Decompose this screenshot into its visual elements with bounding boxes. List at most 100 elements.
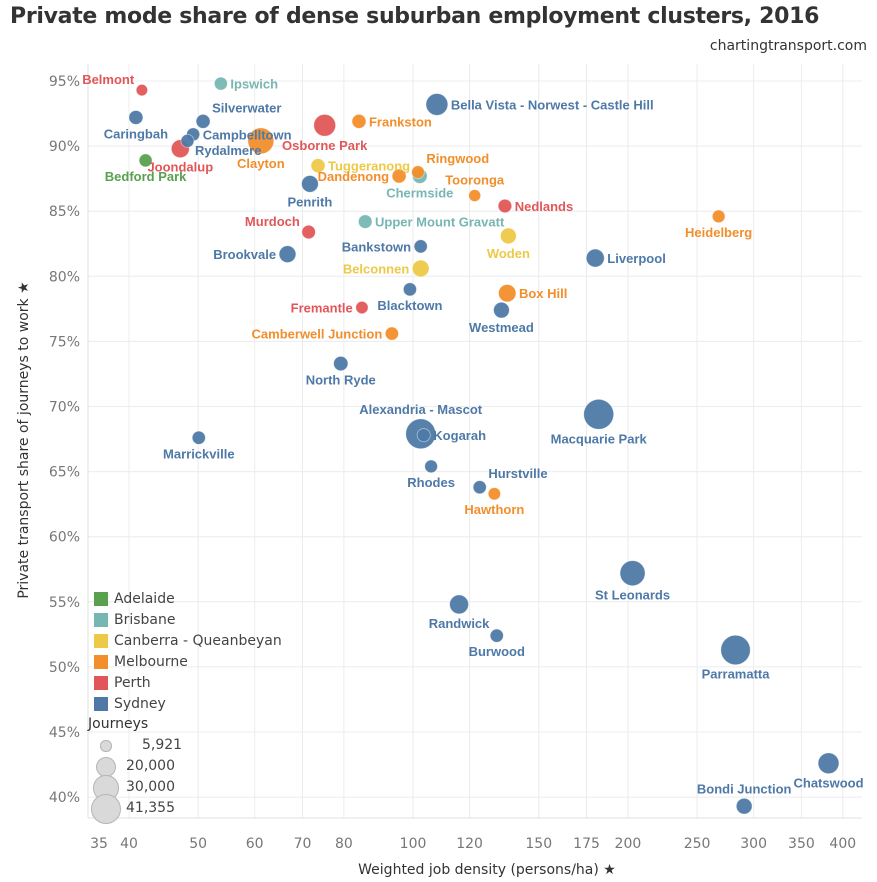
data-point-rydalmere[interactable]: Rydalmere	[180, 133, 195, 148]
y-tick-label: 55%	[49, 595, 80, 611]
data-label: Brookvale	[213, 247, 276, 262]
data-label: Hawthorn	[464, 502, 524, 517]
data-point-bankstown[interactable]: Bankstown	[413, 239, 428, 254]
data-point-macquarie-park[interactable]: Macquarie Park	[583, 398, 615, 430]
y-tick-label: 95%	[49, 74, 80, 90]
data-point-murdoch[interactable]: Murdoch	[301, 224, 316, 240]
legend-item-sydney[interactable]: Sydney	[94, 693, 282, 714]
data-point-osborne-park[interactable]: Osborne Park	[313, 113, 337, 137]
data-points: Macquarie Park Alexandria - Mascot Parrama…	[128, 76, 840, 815]
legend-item-brisbane[interactable]: Brisbane	[94, 609, 282, 630]
data-point-belmont[interactable]: Belmont	[135, 84, 149, 97]
legend-swatch	[94, 675, 108, 690]
y-axis-ticks: 40% 45% 50% 55% 60% 65% 70% 75% 80% 85% 90% 95%	[49, 74, 80, 806]
color-legend: Adelaide Brisbane Canberra - Queanbeyan Mel…	[94, 588, 282, 714]
data-point-brookvale[interactable]: Brookvale	[278, 245, 297, 263]
data-label: Rydalmere	[195, 143, 261, 158]
data-point-hurstville[interactable]: Hurstville	[472, 480, 487, 495]
data-point-box-hill[interactable]: Box Hill	[498, 284, 517, 303]
x-tick-label: 50	[189, 836, 207, 852]
legend-item-canberra-queanbeyan[interactable]: Canberra - Queanbeyan	[94, 630, 282, 651]
data-point-heidelberg[interactable]: Heidelberg	[711, 209, 726, 224]
y-tick-label: 70%	[49, 400, 80, 416]
data-point-chatswood[interactable]: Chatswood	[817, 752, 840, 775]
data-point-camberwell-junction[interactable]: Camberwell Junction	[384, 326, 399, 341]
data-point-frankston[interactable]: Frankston	[351, 113, 367, 129]
data-point-belconnen[interactable]: Belconnen	[411, 259, 430, 278]
data-label: Rhodes	[407, 475, 455, 490]
data-point-kogarah[interactable]: Kogarah	[416, 428, 431, 443]
data-point-randwick[interactable]: Randwick	[449, 594, 469, 615]
y-tick-label: 75%	[49, 334, 80, 350]
data-point-bondi-junction[interactable]: Bondi Junction	[735, 797, 753, 815]
data-point-ipswich[interactable]: Ipswich	[213, 76, 228, 91]
data-label: Ipswich	[230, 77, 278, 92]
y-tick-label: 90%	[49, 139, 80, 155]
y-tick-label: 85%	[49, 204, 80, 220]
data-label: Penrith	[288, 194, 333, 209]
data-label: Fremantle	[291, 301, 353, 316]
data-point-tuggeranong[interactable]: Tuggeranong	[310, 158, 326, 174]
x-tick-label: 100	[400, 836, 427, 852]
legend-label: Canberra - Queanbeyan	[114, 632, 282, 649]
legend-item-adelaide[interactable]: Adelaide	[94, 588, 282, 609]
legend-label: Brisbane	[114, 611, 176, 628]
data-point-upper-mount-gravatt[interactable]: Upper Mount Gravatt	[358, 214, 373, 229]
data-label: Frankston	[369, 114, 432, 129]
data-point-silverwater[interactable]: Silverwater	[195, 113, 211, 129]
x-tick-label: 175	[573, 836, 600, 852]
data-label: Belconnen	[343, 261, 410, 276]
data-point-clayton[interactable]: Clayton	[247, 127, 275, 155]
data-point-fremantle[interactable]: Fremantle	[355, 300, 369, 315]
legend-item-melbourne[interactable]: Melbourne	[94, 651, 282, 672]
data-point-bella-vista-norwest-castle-hill[interactable]: Bella Vista - Norwest - Castle Hill	[425, 93, 449, 116]
y-tick-label: 65%	[49, 465, 80, 481]
data-label: Marrickville	[163, 446, 235, 461]
x-axis-title[interactable]: Weighted job density (persons/ha) ★	[358, 862, 616, 878]
data-point-blacktown[interactable]: Blacktown	[402, 282, 417, 297]
data-point-st-leonards[interactable]: St Leonards	[619, 560, 646, 587]
data-label: Box Hill	[519, 286, 567, 301]
data-point-caringbah[interactable]: Caringbah	[128, 110, 144, 125]
data-point-burwood[interactable]: Burwood	[489, 628, 504, 643]
y-axis-title[interactable]: Private transport share of journeys to w…	[16, 281, 32, 598]
data-point-tooronga[interactable]: Tooronga	[468, 189, 482, 202]
y-tick-label: 60%	[49, 530, 80, 546]
data-label: Tooronga	[445, 173, 505, 188]
data-point-liverpool[interactable]: Liverpool	[585, 248, 605, 268]
legend-label: Adelaide	[114, 590, 175, 607]
data-label: Camberwell Junction	[252, 327, 383, 342]
x-tick-label: 70	[294, 836, 312, 852]
credit-text: chartingtransport.com	[709, 38, 867, 54]
data-label: St Leonards	[595, 588, 670, 603]
legend-label: Perth	[114, 674, 151, 691]
data-point-marrickville[interactable]: Marrickville	[191, 430, 206, 445]
data-point-parramatta[interactable]: Parramatta	[720, 634, 751, 666]
data-label: Bondi Junction	[697, 781, 792, 796]
data-point-bedford-park[interactable]: Bedford Park	[138, 153, 153, 168]
data-label: Parramatta	[702, 667, 771, 682]
data-point-ringwood[interactable]: Ringwood	[411, 165, 425, 179]
x-tick-label: 300	[740, 836, 767, 852]
data-label: Alexandria - Mascot	[359, 402, 482, 417]
data-point-hawthorn[interactable]: Hawthorn	[487, 487, 501, 501]
data-point-north-ryde[interactable]: North Ryde	[333, 355, 349, 372]
data-label: Chermside	[386, 185, 453, 200]
size-legend-label: 30,000	[126, 779, 175, 795]
data-point-penrith[interactable]: Penrith	[301, 175, 319, 193]
data-point-rhodes[interactable]: Rhodes	[424, 459, 438, 474]
data-label: Murdoch	[245, 214, 300, 229]
data-point-westmead[interactable]: Westmead	[493, 301, 510, 319]
x-tick-label: 120	[456, 836, 483, 852]
data-label: Bankstown	[342, 239, 411, 254]
x-tick-label: 40	[120, 836, 138, 852]
data-labels: Belmont IpswichCaringbahSilverwaterCampbe…	[82, 72, 863, 796]
legend-swatch	[94, 591, 108, 606]
data-point-dandenong[interactable]: Dandenong	[391, 168, 407, 184]
data-label: Chatswood	[793, 776, 863, 791]
data-point-nedlands[interactable]: Nedlands	[497, 198, 513, 214]
legend-label: Sydney	[114, 695, 166, 712]
legend-item-perth[interactable]: Perth	[94, 672, 282, 693]
data-point-woden[interactable]: Woden	[500, 227, 517, 245]
